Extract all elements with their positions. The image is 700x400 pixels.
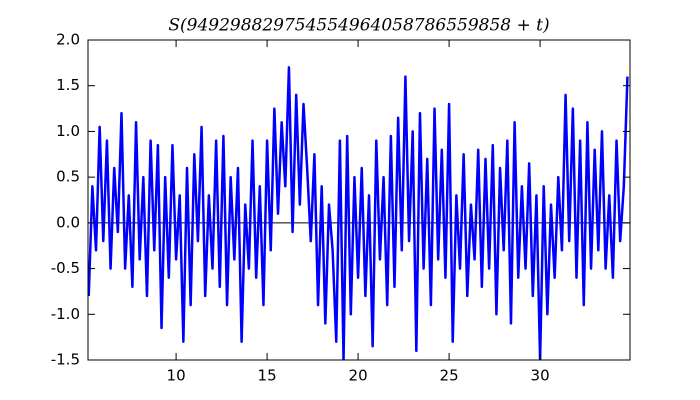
x-tick-label: 10 [167, 367, 186, 385]
y-tick-label: 1.0 [56, 122, 80, 140]
x-tick-label: 30 [531, 367, 550, 385]
x-tick-label: 20 [349, 367, 368, 385]
y-tick-label: -1.5 [51, 351, 80, 369]
x-tick-label: 25 [440, 367, 459, 385]
data-line [88, 66, 629, 360]
chart-title: S(949298829754554964058786559858 + t) [168, 16, 549, 36]
y-tick-label: 0.0 [56, 213, 80, 231]
x-tick-label: 15 [258, 367, 277, 385]
y-tick-label: 1.5 [56, 76, 80, 94]
plot-frame [87, 39, 631, 361]
y-tick-label: -0.5 [51, 259, 80, 277]
y-tick-label: -1.0 [51, 305, 80, 323]
y-tick-label: 2.0 [56, 31, 80, 49]
y-tick-label: 0.5 [56, 168, 80, 186]
